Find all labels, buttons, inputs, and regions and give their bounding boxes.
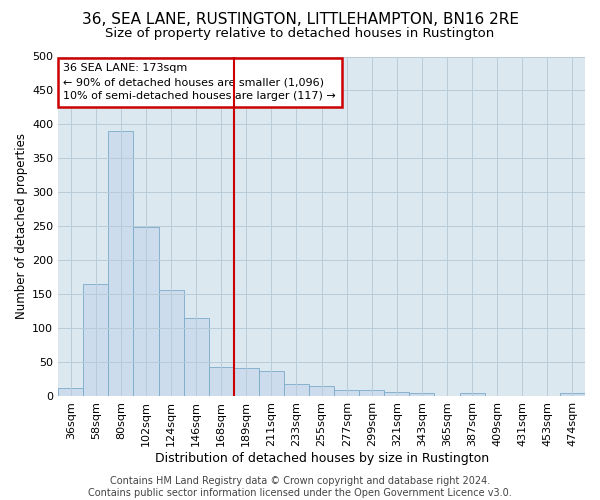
Bar (359, 390, 384, 396)
Bar (309, 386, 334, 396)
Bar (334, 390, 359, 396)
X-axis label: Distribution of detached houses by size in Rustington: Distribution of detached houses by size … (155, 452, 488, 465)
Bar (284, 384, 309, 396)
Bar (409, 393, 434, 396)
Bar (184, 318, 209, 396)
Bar (133, 227, 158, 396)
Text: 36, SEA LANE, RUSTINGTON, LITTLEHAMPTON, BN16 2RE: 36, SEA LANE, RUSTINGTON, LITTLEHAMPTON,… (82, 12, 518, 28)
Bar (209, 366, 234, 396)
Bar (384, 392, 409, 396)
Bar (460, 393, 485, 396)
Text: Contains HM Land Registry data © Crown copyright and database right 2024.
Contai: Contains HM Land Registry data © Crown c… (88, 476, 512, 498)
Text: Size of property relative to detached houses in Rustington: Size of property relative to detached ho… (106, 28, 494, 40)
Bar (560, 393, 585, 396)
Bar (58, 388, 83, 396)
Text: 36 SEA LANE: 173sqm
← 90% of detached houses are smaller (1,096)
10% of semi-det: 36 SEA LANE: 173sqm ← 90% of detached ho… (64, 64, 336, 102)
Bar (259, 370, 284, 396)
Bar (83, 284, 109, 397)
Bar (109, 132, 133, 396)
Bar (158, 290, 184, 397)
Bar (234, 368, 259, 396)
Y-axis label: Number of detached properties: Number of detached properties (15, 134, 28, 320)
